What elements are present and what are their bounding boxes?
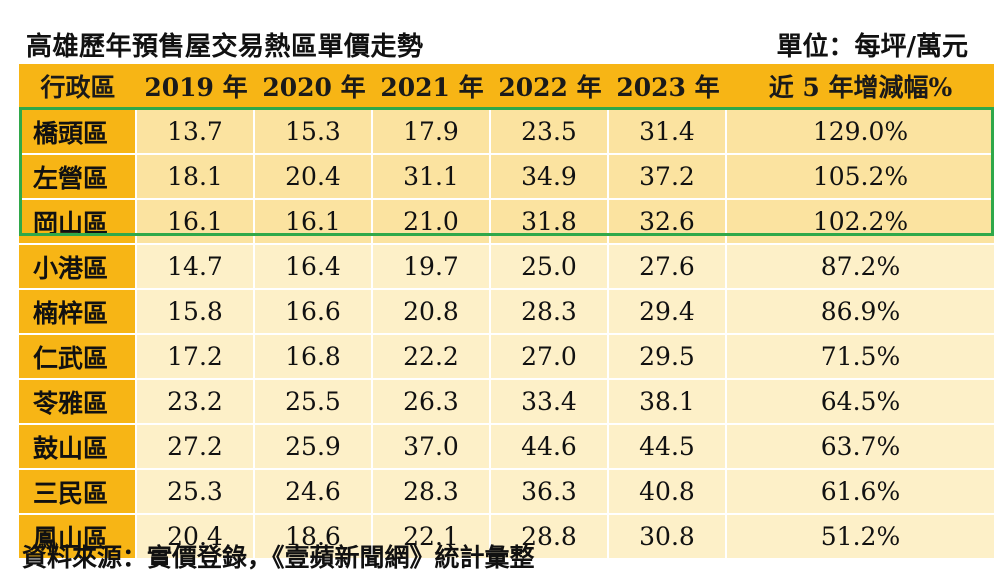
price-cell: 25.9 [255,425,373,468]
district-cell: 三民區 [19,470,137,513]
change-cell: 71.5% [727,335,994,378]
price-cell: 15.3 [255,110,373,153]
price-cell: 18.6 [255,515,373,558]
price-cell: 16.4 [255,245,373,288]
price-cell: 17.2 [137,335,255,378]
price-cell: 22.1 [373,515,491,558]
header-row: 行政區 2019 年 2020 年 2021 年 2022 年 2023 年 近… [19,64,994,108]
header-2023: 2023 年 [616,73,720,102]
district-cell: 鳳山區 [19,515,137,558]
price-cell: 31.8 [491,200,609,243]
table-row: 楠梓區 15.8 16.6 20.8 28.3 29.4 86.9% [19,288,994,333]
price-cell: 25.0 [491,245,609,288]
table-row: 岡山區 16.1 16.1 21.0 31.8 32.6 102.2% [19,198,994,243]
price-cell: 40.8 [609,470,727,513]
table-row: 鳳山區 20.4 18.6 22.1 28.8 30.8 51.2% [19,513,994,558]
price-cell: 26.3 [373,380,491,423]
price-cell: 27.6 [609,245,727,288]
district-cell: 小港區 [19,245,137,288]
change-cell: 51.2% [727,515,994,558]
price-cell: 29.4 [609,290,727,333]
price-cell: 37.0 [373,425,491,468]
price-cell: 20.4 [137,515,255,558]
change-cell: 129.0% [727,110,994,153]
header-2022: 2022 年 [498,73,602,102]
price-cell: 34.9 [491,155,609,198]
change-cell: 105.2% [727,155,994,198]
price-cell: 31.1 [373,155,491,198]
unit-label: 單位：每坪/萬元 [776,32,969,62]
price-cell: 32.6 [609,200,727,243]
table-row: 三民區 25.3 24.6 28.3 36.3 40.8 61.6% [19,468,994,513]
price-cell: 16.8 [255,335,373,378]
price-cell: 28.8 [491,515,609,558]
price-cell: 20.8 [373,290,491,333]
district-cell: 楠梓區 [19,290,137,333]
table-title: 高雄歷年預售屋交易熱區單價走勢 [26,32,424,62]
price-cell: 37.2 [609,155,727,198]
price-cell: 22.2 [373,335,491,378]
price-cell: 16.1 [255,200,373,243]
district-cell: 橋頭區 [19,110,137,153]
change-cell: 63.7% [727,425,994,468]
change-cell: 86.9% [727,290,994,333]
change-cell: 102.2% [727,200,994,243]
price-cell: 25.5 [255,380,373,423]
price-cell: 16.6 [255,290,373,333]
price-cell: 30.8 [609,515,727,558]
price-cell: 18.1 [137,155,255,198]
price-cell: 16.1 [137,200,255,243]
district-cell: 苓雅區 [19,380,137,423]
district-cell: 鼓山區 [19,425,137,468]
price-cell: 23.5 [491,110,609,153]
header-2019: 2019 年 [144,73,248,102]
price-cell: 44.6 [491,425,609,468]
change-cell: 87.2% [727,245,994,288]
price-cell: 44.5 [609,425,727,468]
table-row: 小港區 14.7 16.4 19.7 25.0 27.6 87.2% [19,243,994,288]
price-cell: 14.7 [137,245,255,288]
district-cell: 左營區 [19,155,137,198]
price-cell: 29.5 [609,335,727,378]
table-row: 左營區 18.1 20.4 31.1 34.9 37.2 105.2% [19,153,994,198]
table-row: 仁武區 17.2 16.8 22.2 27.0 29.5 71.5% [19,333,994,378]
table-row: 苓雅區 23.2 25.5 26.3 33.4 38.1 64.5% [19,378,994,423]
price-cell: 25.3 [137,470,255,513]
price-table: 行政區 2019 年 2020 年 2021 年 2022 年 2023 年 近… [19,64,994,558]
price-cell: 28.3 [373,470,491,513]
change-cell: 64.5% [727,380,994,423]
price-cell: 24.6 [255,470,373,513]
district-cell: 岡山區 [19,200,137,243]
price-cell: 33.4 [491,380,609,423]
header-change: 近 5 年增減幅% [768,73,953,102]
price-cell: 27.0 [491,335,609,378]
price-cell: 19.7 [373,245,491,288]
source-note: 資料來源：實價登錄，《壹蘋新聞網》統計彙整 [22,543,535,572]
price-cell: 23.2 [137,380,255,423]
price-cell: 20.4 [255,155,373,198]
table-row: 橋頭區 13.7 15.3 17.9 23.5 31.4 129.0% [19,108,994,153]
header-2020: 2020 年 [262,73,366,102]
price-cell: 38.1 [609,380,727,423]
price-cell: 31.4 [609,110,727,153]
header-district: 行政區 [40,73,116,102]
price-cell: 36.3 [491,470,609,513]
price-cell: 13.7 [137,110,255,153]
change-cell: 61.6% [727,470,994,513]
district-cell: 仁武區 [19,335,137,378]
table-row: 鼓山區 27.2 25.9 37.0 44.6 44.5 63.7% [19,423,994,468]
price-cell: 27.2 [137,425,255,468]
price-cell: 21.0 [373,200,491,243]
header-2021: 2021 年 [380,73,484,102]
price-cell: 15.8 [137,290,255,333]
price-cell: 28.3 [491,290,609,333]
price-cell: 17.9 [373,110,491,153]
